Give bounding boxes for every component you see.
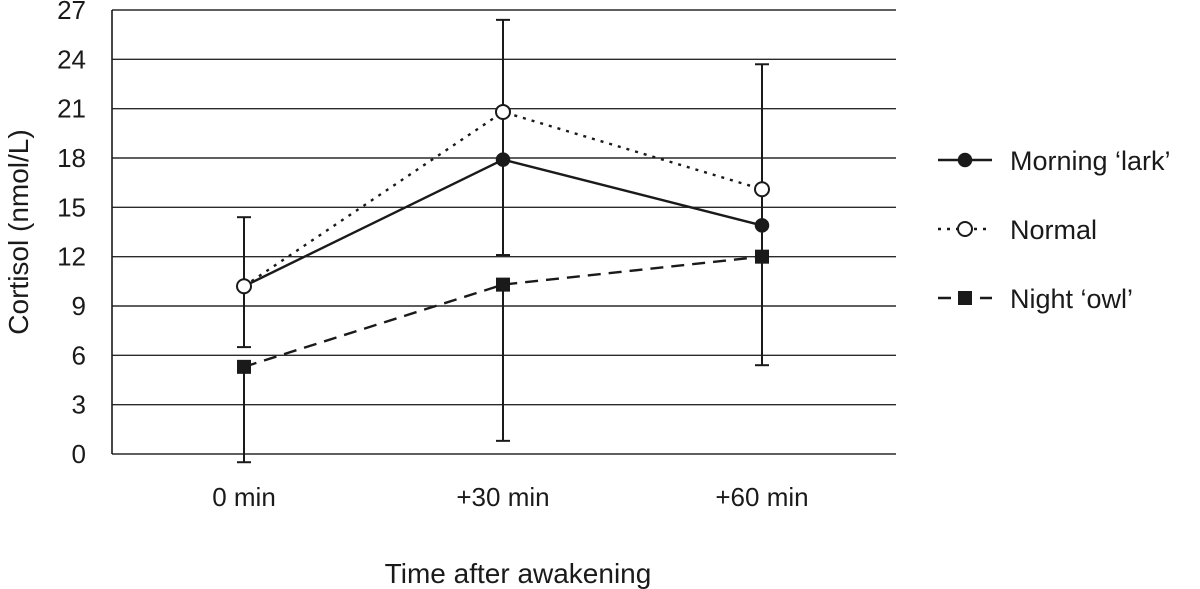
- x-tick-label: +30 min: [456, 482, 549, 512]
- legend-marker: [957, 152, 973, 168]
- y-tick-label: 24: [57, 44, 86, 74]
- legend: Morning ‘lark’ Normal Night ‘owl’: [938, 146, 1171, 314]
- legend-marker: [958, 291, 972, 305]
- error-bars: [237, 18, 769, 464]
- series-line: [243, 255, 763, 368]
- y-tick-labels: 0 3 6 9 12 15 18 21 24 27: [57, 0, 86, 469]
- legend-marker: [957, 221, 973, 237]
- y-tick-label: 12: [57, 242, 86, 272]
- data-point: [754, 181, 770, 198]
- y-tick-label: 15: [57, 192, 86, 222]
- data-point: [495, 103, 511, 120]
- y-tick-label: 27: [57, 0, 86, 25]
- x-tick-label: +60 min: [715, 482, 808, 512]
- series-markers: [236, 103, 770, 374]
- y-tick-label: 3: [72, 390, 86, 420]
- legend-label: Night ‘owl’: [1010, 284, 1133, 314]
- data-point: [495, 152, 511, 167]
- x-tick-label: 0 min: [212, 482, 276, 512]
- x-axis-label: Time after awakening: [385, 558, 652, 589]
- data-point: [754, 218, 770, 233]
- data-point: [236, 278, 252, 295]
- y-tick-label: 6: [72, 340, 86, 370]
- y-tick-label: 18: [57, 143, 86, 173]
- data-point: [237, 359, 251, 374]
- y-tick-label: 21: [57, 94, 86, 124]
- x-tick-labels: 0 min +30 min +60 min: [212, 482, 808, 512]
- y-tick-label: 0: [72, 439, 86, 469]
- data-point: [755, 249, 769, 264]
- legend-label: Morning ‘lark’: [1010, 146, 1171, 176]
- y-axis-label: Cortisol (nmol/L): [3, 129, 34, 334]
- data-point: [496, 277, 510, 292]
- y-tick-label: 9: [72, 291, 86, 321]
- legend-label: Normal: [1010, 215, 1097, 245]
